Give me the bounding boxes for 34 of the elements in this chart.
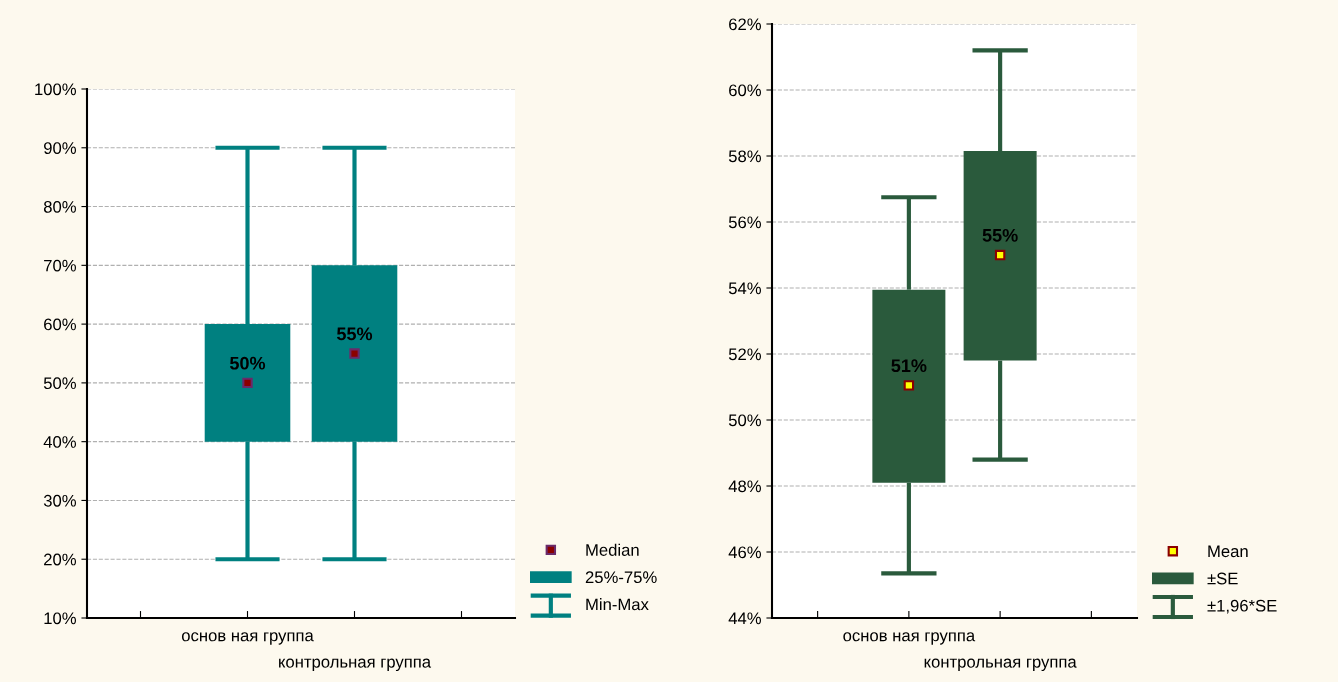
y-tick-label: 40%: [43, 436, 76, 448]
text: 51%: [891, 359, 927, 373]
y-tick-label: 20%: [44, 553, 76, 566]
y-tick-label: 10%: [44, 612, 76, 625]
y-tick-label: 46%: [728, 546, 761, 559]
y-tick-label: 52%: [728, 348, 761, 361]
text: Median: [586, 543, 639, 556]
legend-label: 25%-75%: [585, 571, 657, 584]
text: Mean: [1208, 545, 1248, 558]
text: 55%: [336, 327, 373, 341]
y-tick-label: 70%: [44, 259, 76, 272]
y-tick-label: 60%: [729, 84, 761, 97]
text: ±1,96*SE: [1207, 599, 1277, 614]
y-tick-label: 90%: [44, 142, 76, 154]
y-tick-label: 50%: [43, 377, 76, 390]
y-tick-label: 100%: [35, 83, 76, 96]
x-tick-label: основ ная группа: [843, 632, 976, 645]
y-tick-label: 80%: [43, 200, 76, 213]
y-tick-label: 44%: [728, 612, 761, 625]
legend-label: ±SE: [1207, 572, 1238, 585]
x-tick-label: основ ная группа: [181, 632, 314, 645]
y-tick-label: 50%: [728, 414, 761, 427]
x-tick-label: контрольная группа: [924, 658, 1077, 672]
text: 55%: [982, 228, 1018, 242]
y-tick-label: 56%: [728, 216, 761, 229]
y-tick-label: 30%: [43, 494, 76, 507]
y-tick-label: 62%: [729, 18, 761, 31]
y-tick-label: 48%: [728, 480, 761, 493]
x-tick-label: контрольная группа: [279, 658, 432, 672]
text: 50%: [229, 356, 266, 370]
y-tick-label: 58%: [728, 150, 761, 163]
y-tick-label: 54%: [728, 282, 761, 295]
text: Min-Max: [586, 598, 649, 611]
y-tick-label: 60%: [44, 318, 76, 331]
